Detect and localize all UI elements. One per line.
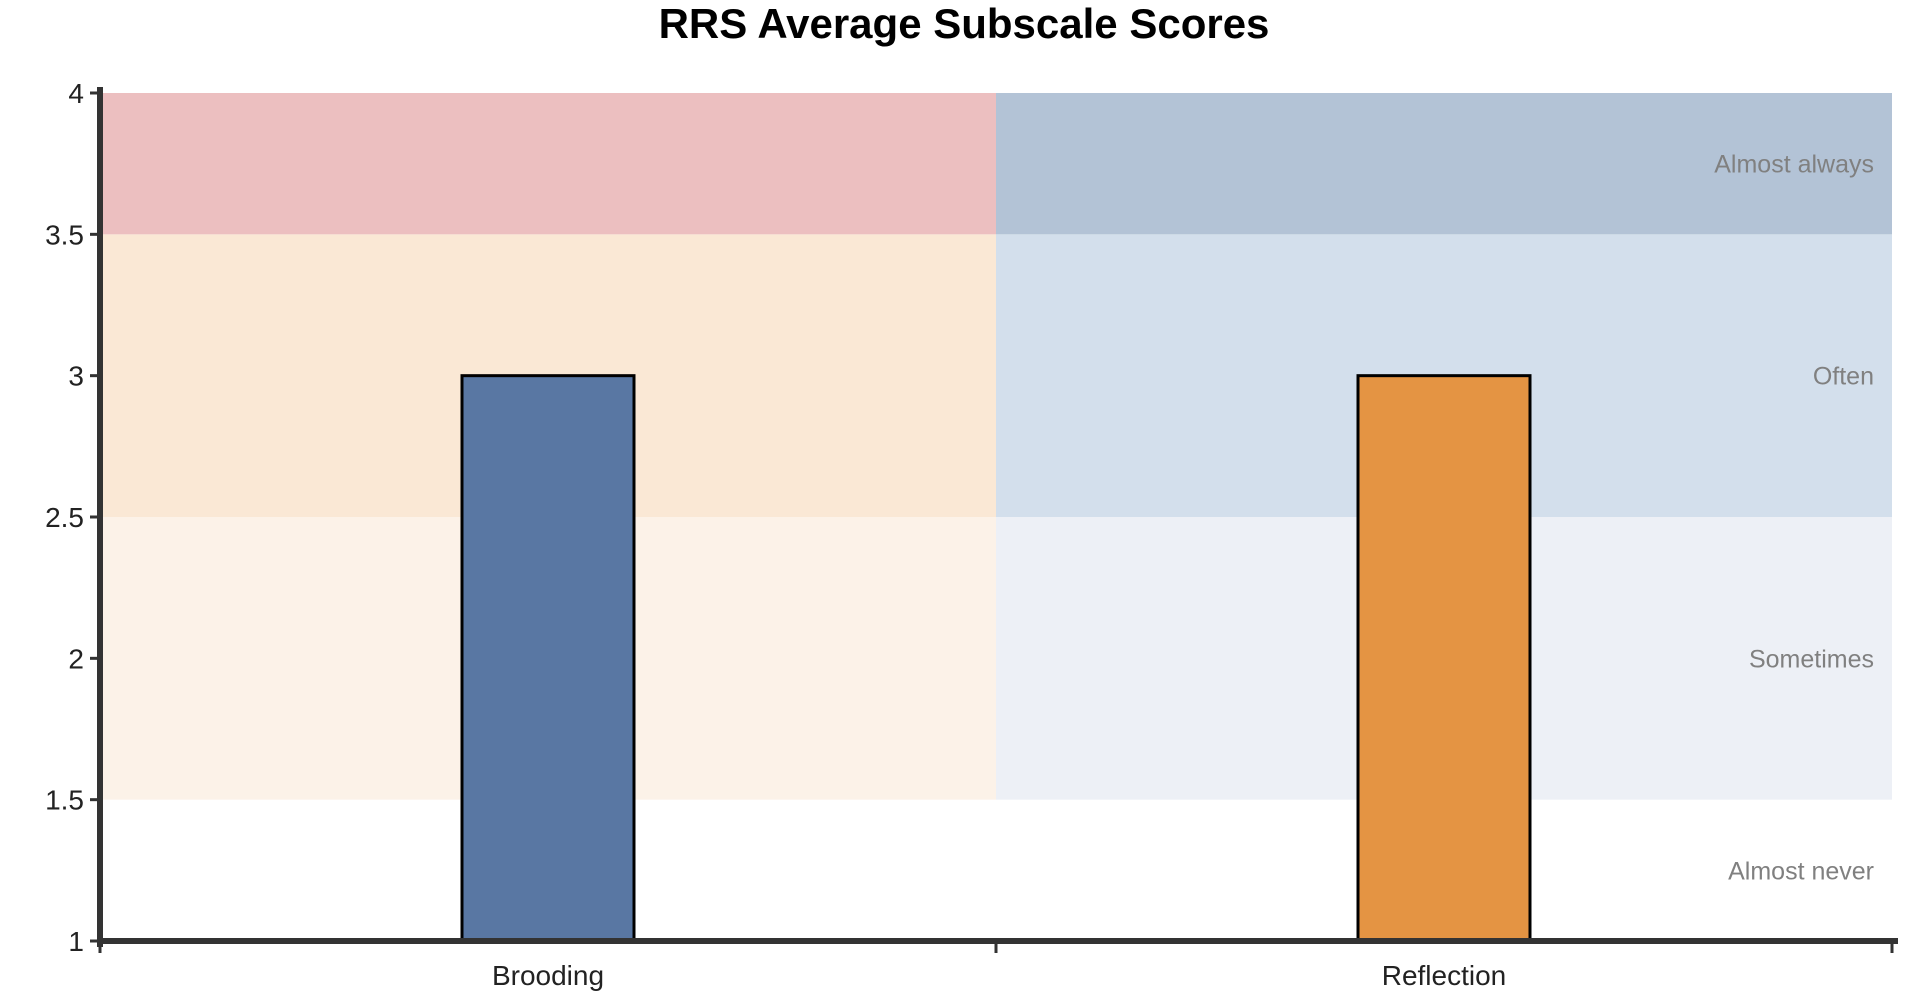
axes-layer	[90, 87, 1898, 953]
bar-brooding	[460, 374, 636, 943]
bar-reflection	[1356, 374, 1532, 943]
y-tick-label: 2.5	[45, 502, 84, 533]
y-tick-label: 3.5	[45, 219, 84, 250]
bar-layer	[460, 374, 1532, 943]
band-almost-always-reflection	[996, 93, 1892, 235]
band-label: Almost always	[1714, 151, 1874, 179]
band-label: Sometimes	[1749, 645, 1874, 673]
band-layer	[100, 93, 1892, 941]
y-tick-label: 1.5	[45, 785, 84, 816]
y-tick-label: 3	[68, 361, 84, 392]
band-label: Almost never	[1728, 857, 1874, 885]
y-tick-label: 1	[68, 926, 84, 957]
x-tick-label: Reflection	[1382, 960, 1507, 991]
label-layer: Almost never Sometimes Often Almost always B…	[45, 78, 1874, 991]
x-tick-label: Brooding	[492, 960, 604, 991]
chart-title: RRS Average Subscale Scores	[658, 0, 1270, 47]
band-label: Often	[1813, 363, 1874, 391]
band-almost-always-brooding	[100, 93, 996, 235]
y-tick-label: 2	[68, 643, 84, 674]
y-tick-label: 4	[68, 78, 84, 109]
